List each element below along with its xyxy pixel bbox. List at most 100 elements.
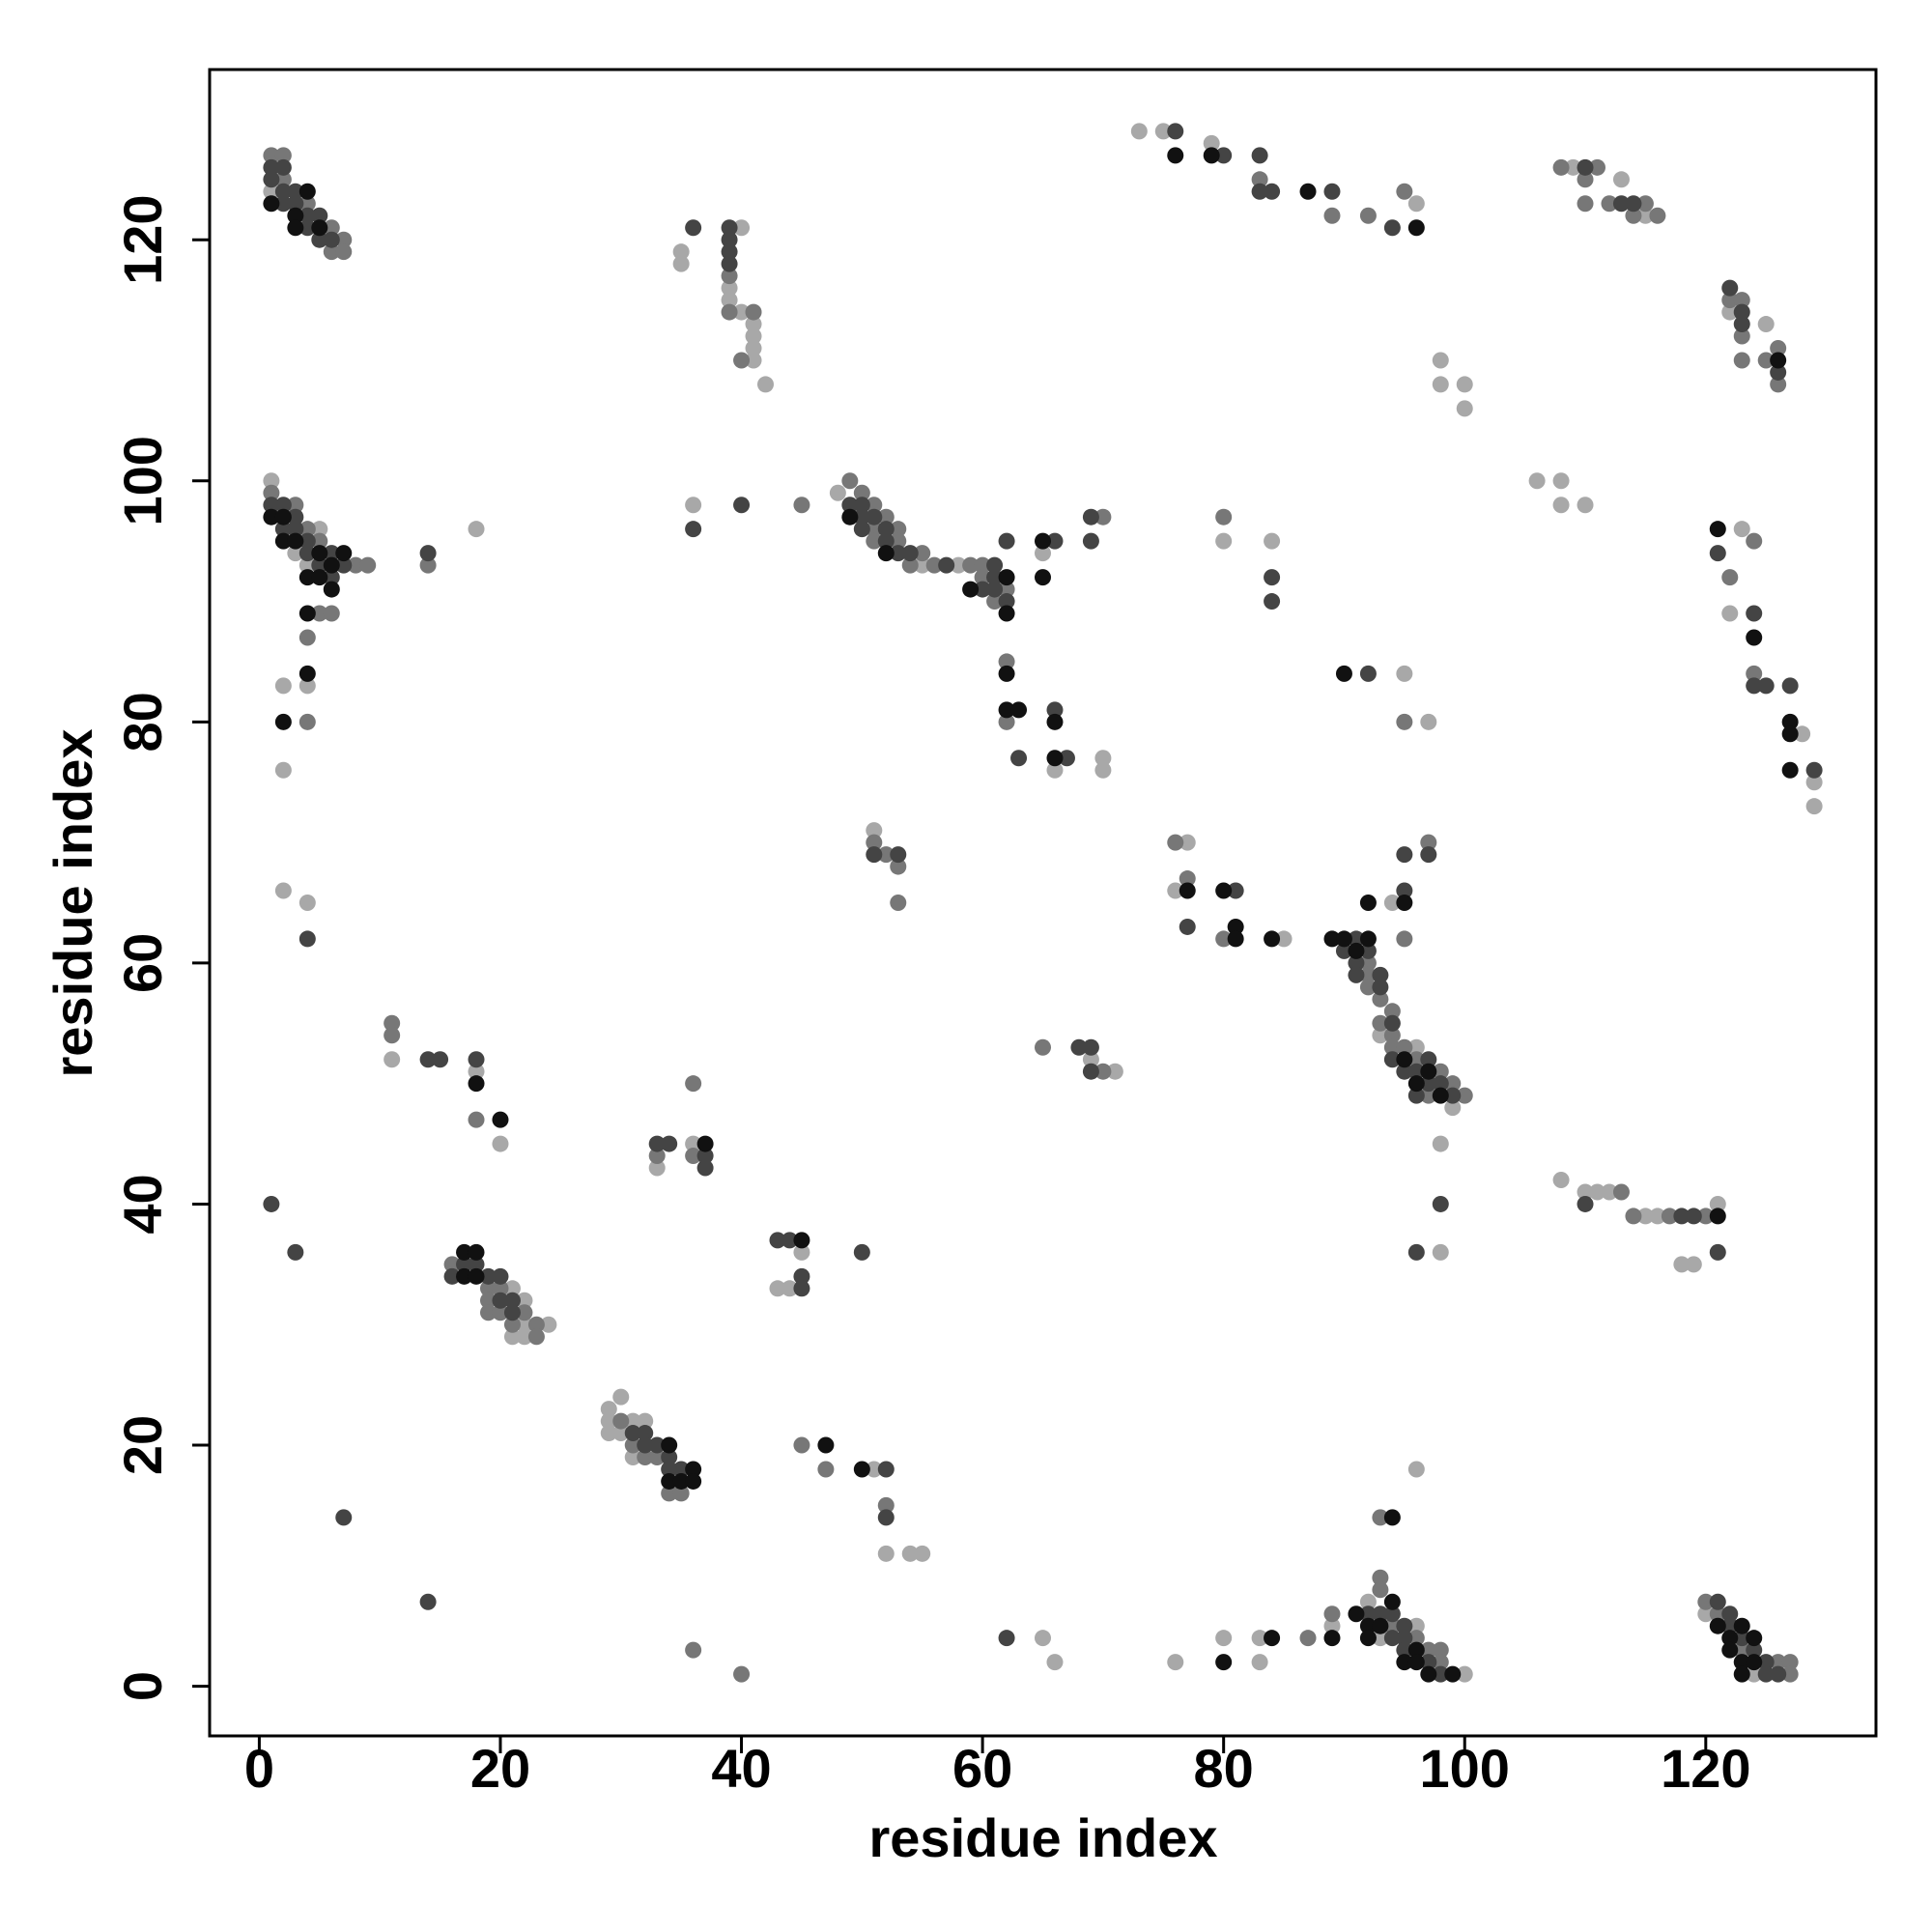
point bbox=[1552, 497, 1570, 514]
point bbox=[696, 1135, 714, 1152]
point bbox=[1770, 339, 1787, 356]
point bbox=[866, 1461, 883, 1478]
point bbox=[1348, 954, 1365, 972]
point bbox=[263, 1195, 280, 1212]
point bbox=[1359, 1617, 1377, 1634]
point bbox=[1577, 158, 1594, 176]
point bbox=[1227, 882, 1244, 899]
point bbox=[1359, 930, 1377, 948]
point bbox=[1432, 1075, 1449, 1093]
point bbox=[661, 1461, 678, 1478]
point bbox=[685, 1135, 702, 1152]
point bbox=[733, 352, 751, 369]
point bbox=[1612, 195, 1630, 213]
point bbox=[1420, 834, 1437, 851]
point bbox=[1215, 1630, 1233, 1647]
point bbox=[672, 1485, 690, 1502]
point bbox=[733, 219, 751, 237]
point bbox=[998, 581, 1015, 598]
point bbox=[298, 195, 316, 213]
point bbox=[323, 219, 340, 237]
point bbox=[841, 472, 859, 490]
point bbox=[1251, 147, 1268, 164]
point bbox=[1709, 1208, 1726, 1225]
point bbox=[696, 1159, 714, 1177]
point bbox=[274, 147, 292, 164]
point bbox=[901, 556, 919, 574]
point bbox=[1383, 895, 1401, 911]
point bbox=[503, 1304, 521, 1321]
point bbox=[1746, 1654, 1763, 1671]
point bbox=[1396, 930, 1413, 948]
point bbox=[1348, 930, 1365, 948]
point bbox=[998, 569, 1015, 586]
point bbox=[914, 1545, 931, 1562]
point bbox=[853, 497, 870, 514]
point bbox=[600, 1425, 617, 1442]
point bbox=[998, 532, 1015, 550]
point bbox=[696, 1148, 714, 1165]
point bbox=[298, 605, 316, 622]
point bbox=[962, 556, 980, 574]
point bbox=[685, 219, 702, 237]
point bbox=[721, 279, 738, 297]
point bbox=[1359, 1605, 1377, 1623]
plot-frame bbox=[208, 68, 1878, 1738]
point bbox=[1383, 1630, 1401, 1647]
point bbox=[516, 1292, 533, 1309]
point bbox=[1323, 1605, 1341, 1623]
point bbox=[1721, 279, 1739, 297]
point bbox=[1215, 508, 1233, 526]
x-tick-label: 80 bbox=[1194, 1738, 1254, 1799]
point bbox=[1528, 472, 1546, 490]
point bbox=[274, 195, 292, 213]
point bbox=[468, 1075, 485, 1093]
point bbox=[1372, 979, 1389, 996]
point bbox=[287, 207, 304, 224]
point bbox=[986, 569, 1004, 586]
point bbox=[468, 1063, 485, 1080]
point bbox=[492, 1280, 509, 1297]
point bbox=[1733, 303, 1750, 321]
point bbox=[311, 521, 328, 538]
point bbox=[1781, 1665, 1799, 1683]
point bbox=[479, 1292, 497, 1309]
point bbox=[263, 508, 280, 526]
point bbox=[998, 593, 1015, 611]
point bbox=[1335, 942, 1352, 959]
point bbox=[384, 1051, 401, 1068]
point bbox=[853, 1461, 870, 1478]
point bbox=[492, 1304, 509, 1321]
point bbox=[323, 545, 340, 562]
point bbox=[648, 1159, 666, 1177]
point bbox=[1383, 219, 1401, 237]
point bbox=[1094, 750, 1112, 767]
point bbox=[1179, 834, 1196, 851]
point bbox=[877, 1545, 895, 1562]
point bbox=[287, 497, 304, 514]
x-axis-label: residue index bbox=[868, 1807, 1217, 1868]
point bbox=[1010, 701, 1028, 719]
point bbox=[1721, 1617, 1739, 1634]
point bbox=[287, 219, 304, 237]
point bbox=[335, 1509, 353, 1526]
point bbox=[1264, 930, 1281, 948]
point bbox=[263, 171, 280, 188]
point bbox=[274, 171, 292, 188]
point bbox=[1746, 1630, 1763, 1647]
point bbox=[540, 1316, 557, 1333]
point bbox=[866, 822, 883, 839]
point bbox=[274, 521, 292, 538]
point bbox=[685, 521, 702, 538]
point bbox=[323, 581, 340, 598]
point bbox=[432, 1051, 449, 1068]
point bbox=[1372, 990, 1389, 1008]
point bbox=[1432, 376, 1449, 393]
point bbox=[335, 545, 353, 562]
x-tick-label: 20 bbox=[470, 1738, 530, 1799]
point bbox=[1383, 1003, 1401, 1020]
point bbox=[298, 219, 316, 237]
point bbox=[503, 1292, 521, 1309]
